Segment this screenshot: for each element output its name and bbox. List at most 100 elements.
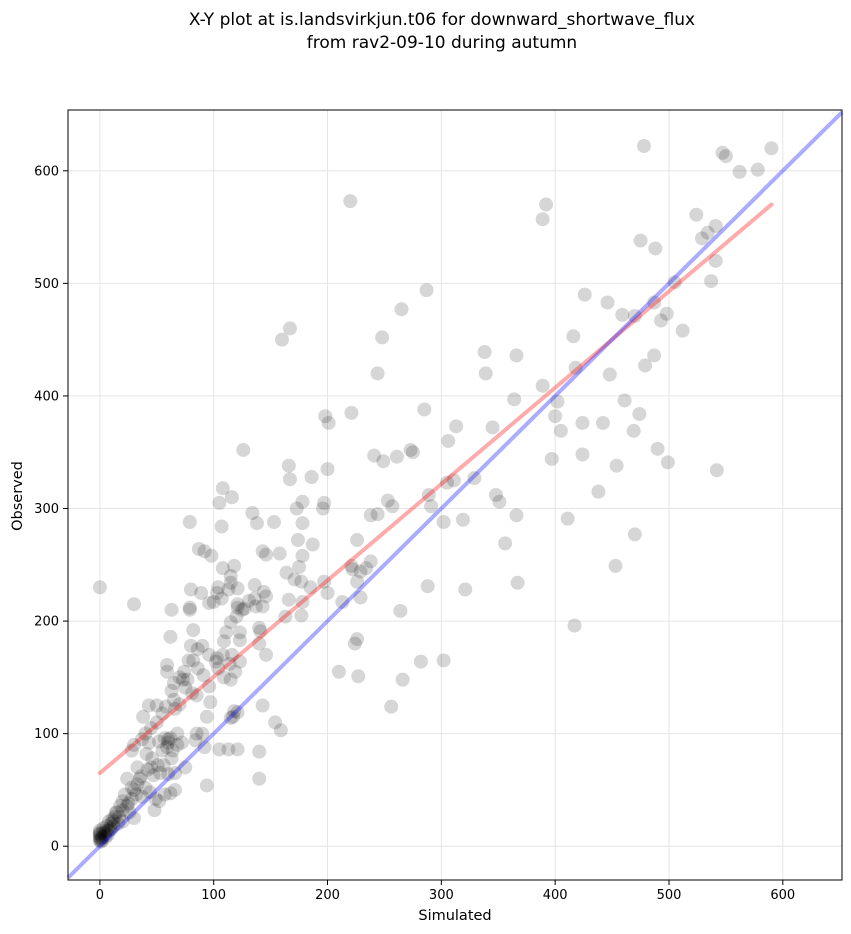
x-tick-label: 0 bbox=[96, 888, 104, 903]
data-point bbox=[199, 778, 214, 793]
data-point bbox=[317, 574, 332, 589]
data-point bbox=[253, 624, 268, 639]
data-point bbox=[230, 600, 245, 615]
data-point bbox=[141, 735, 156, 750]
data-point bbox=[182, 600, 197, 615]
data-point bbox=[164, 602, 179, 617]
data-point bbox=[417, 402, 432, 417]
data-point bbox=[344, 558, 359, 573]
x-tick-label: 300 bbox=[429, 888, 454, 903]
data-point bbox=[155, 743, 170, 758]
data-point bbox=[150, 758, 165, 773]
data-point bbox=[160, 657, 175, 672]
data-point bbox=[129, 787, 144, 802]
data-point bbox=[403, 442, 418, 457]
data-point bbox=[228, 664, 243, 679]
data-point bbox=[212, 495, 227, 510]
data-point bbox=[385, 499, 400, 514]
data-point bbox=[405, 445, 420, 460]
data-point bbox=[163, 629, 178, 644]
data-point bbox=[99, 818, 114, 833]
data-point bbox=[130, 777, 145, 792]
data-point bbox=[295, 548, 310, 563]
data-point bbox=[121, 796, 136, 811]
data-point bbox=[92, 580, 107, 595]
data-point bbox=[190, 642, 205, 657]
data-point bbox=[577, 287, 592, 302]
data-point bbox=[211, 580, 226, 595]
data-point bbox=[294, 574, 309, 589]
data-point bbox=[95, 833, 110, 848]
data-point bbox=[241, 593, 256, 608]
data-point bbox=[560, 511, 575, 526]
data-point bbox=[92, 832, 107, 847]
data-point bbox=[718, 149, 733, 164]
data-point bbox=[252, 620, 267, 635]
data-point bbox=[421, 488, 436, 502]
data-point bbox=[92, 830, 107, 845]
data-point bbox=[615, 307, 630, 322]
data-point bbox=[134, 789, 149, 804]
gridlines bbox=[68, 110, 842, 880]
data-point bbox=[167, 701, 182, 716]
y-axis-label: Observed bbox=[10, 461, 26, 531]
data-point bbox=[256, 584, 271, 599]
data-point bbox=[255, 599, 270, 614]
data-point bbox=[108, 805, 123, 820]
data-point bbox=[133, 769, 148, 784]
data-point bbox=[632, 406, 647, 421]
data-point bbox=[609, 458, 624, 473]
data-point bbox=[132, 771, 147, 786]
data-point bbox=[353, 564, 368, 579]
data-point bbox=[145, 751, 160, 766]
data-point bbox=[124, 780, 139, 795]
data-point bbox=[232, 654, 247, 669]
data-point bbox=[212, 742, 227, 757]
data-point bbox=[420, 579, 435, 594]
data-point bbox=[178, 680, 193, 695]
data-point bbox=[227, 704, 242, 719]
data-point bbox=[485, 420, 500, 435]
data-point bbox=[127, 811, 142, 826]
data-point bbox=[223, 672, 238, 687]
data-point bbox=[467, 471, 482, 486]
data-point bbox=[290, 533, 305, 548]
data-point bbox=[273, 723, 288, 738]
data-point bbox=[97, 827, 112, 842]
data-point bbox=[413, 654, 428, 669]
data-point bbox=[660, 455, 675, 470]
data-point bbox=[167, 782, 182, 797]
data-point bbox=[202, 596, 217, 611]
data-point bbox=[380, 493, 395, 508]
data-point bbox=[395, 672, 410, 687]
data-point bbox=[295, 494, 310, 509]
data-point bbox=[112, 809, 127, 824]
data-point bbox=[210, 651, 225, 666]
data-point bbox=[115, 814, 130, 829]
data-point bbox=[446, 473, 461, 488]
y-tick-label: 300 bbox=[34, 502, 59, 517]
data-point bbox=[178, 760, 193, 775]
data-point bbox=[627, 309, 642, 324]
data-point bbox=[575, 447, 590, 462]
data-point bbox=[139, 746, 154, 761]
data-point bbox=[120, 798, 135, 813]
data-point bbox=[317, 495, 332, 510]
data-point bbox=[350, 574, 365, 589]
data-point bbox=[115, 803, 130, 818]
data-point bbox=[215, 481, 230, 496]
data-point bbox=[247, 591, 262, 606]
data-point bbox=[106, 818, 121, 833]
data-point bbox=[230, 597, 245, 612]
data-point bbox=[363, 554, 378, 569]
data-point bbox=[210, 585, 225, 600]
data-point bbox=[224, 490, 239, 505]
data-point bbox=[331, 664, 346, 679]
data-point bbox=[92, 827, 107, 842]
data-point bbox=[120, 771, 135, 786]
data-point bbox=[130, 760, 145, 775]
data-point bbox=[92, 823, 107, 838]
data-point bbox=[384, 699, 399, 714]
data-point bbox=[282, 472, 297, 487]
data-point bbox=[245, 506, 260, 521]
